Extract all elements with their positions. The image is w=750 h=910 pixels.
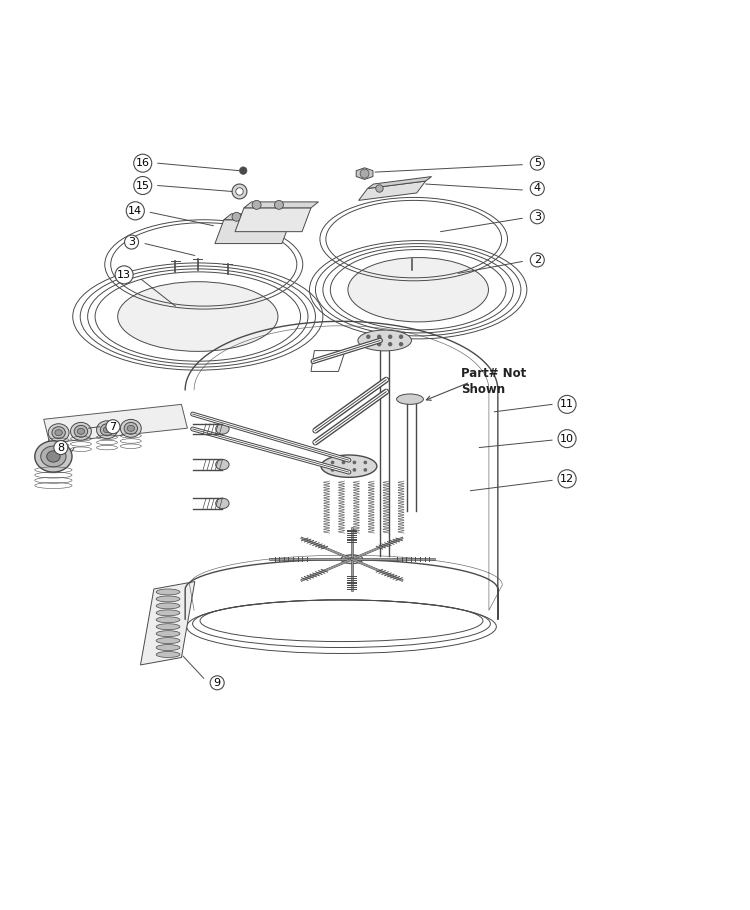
Ellipse shape bbox=[70, 422, 92, 440]
Ellipse shape bbox=[348, 258, 488, 322]
Ellipse shape bbox=[100, 424, 114, 436]
Ellipse shape bbox=[127, 425, 134, 431]
Circle shape bbox=[360, 169, 369, 178]
Ellipse shape bbox=[156, 631, 180, 637]
Polygon shape bbox=[244, 202, 319, 207]
Circle shape bbox=[236, 187, 243, 195]
Circle shape bbox=[376, 185, 383, 192]
Circle shape bbox=[366, 335, 370, 339]
Ellipse shape bbox=[156, 596, 180, 602]
Ellipse shape bbox=[118, 282, 278, 351]
Text: 5: 5 bbox=[534, 158, 541, 168]
Ellipse shape bbox=[216, 498, 229, 509]
Ellipse shape bbox=[216, 460, 229, 470]
Circle shape bbox=[252, 200, 261, 209]
Ellipse shape bbox=[156, 603, 180, 609]
Ellipse shape bbox=[156, 652, 180, 658]
Ellipse shape bbox=[46, 451, 60, 462]
Circle shape bbox=[254, 212, 263, 221]
Text: Part# Not
Shown: Part# Not Shown bbox=[461, 367, 526, 396]
Polygon shape bbox=[235, 207, 311, 232]
Ellipse shape bbox=[55, 430, 62, 436]
Ellipse shape bbox=[397, 394, 424, 404]
Ellipse shape bbox=[74, 425, 88, 438]
Polygon shape bbox=[140, 581, 195, 665]
Ellipse shape bbox=[52, 427, 65, 439]
Circle shape bbox=[364, 460, 368, 464]
Text: 7: 7 bbox=[110, 421, 116, 431]
Circle shape bbox=[364, 468, 368, 471]
Circle shape bbox=[377, 342, 382, 347]
Ellipse shape bbox=[156, 638, 180, 643]
Circle shape bbox=[377, 335, 382, 339]
Text: 11: 11 bbox=[560, 399, 574, 410]
Text: 15: 15 bbox=[136, 180, 150, 190]
Circle shape bbox=[399, 342, 404, 347]
Ellipse shape bbox=[97, 420, 118, 439]
Circle shape bbox=[331, 468, 334, 471]
Text: 4: 4 bbox=[534, 184, 541, 194]
Circle shape bbox=[341, 460, 345, 464]
Ellipse shape bbox=[121, 420, 141, 438]
Ellipse shape bbox=[124, 422, 137, 434]
Text: 16: 16 bbox=[136, 158, 150, 168]
Polygon shape bbox=[358, 181, 425, 200]
Circle shape bbox=[352, 460, 356, 464]
Circle shape bbox=[232, 212, 241, 221]
Circle shape bbox=[388, 335, 392, 339]
Text: 9: 9 bbox=[214, 678, 220, 688]
Polygon shape bbox=[368, 177, 431, 188]
Ellipse shape bbox=[156, 623, 180, 630]
Text: 14: 14 bbox=[128, 206, 142, 216]
Text: 3: 3 bbox=[534, 212, 541, 222]
Ellipse shape bbox=[34, 440, 72, 472]
Text: 8: 8 bbox=[57, 442, 64, 452]
Polygon shape bbox=[224, 214, 298, 219]
Ellipse shape bbox=[358, 330, 412, 351]
Polygon shape bbox=[44, 404, 188, 443]
Circle shape bbox=[388, 342, 392, 347]
Ellipse shape bbox=[321, 455, 376, 478]
Ellipse shape bbox=[104, 427, 111, 433]
Circle shape bbox=[352, 468, 356, 471]
Circle shape bbox=[274, 200, 284, 209]
Circle shape bbox=[341, 468, 345, 471]
Polygon shape bbox=[311, 350, 345, 371]
Ellipse shape bbox=[48, 424, 69, 441]
Circle shape bbox=[366, 342, 370, 347]
Ellipse shape bbox=[40, 446, 66, 467]
Ellipse shape bbox=[156, 589, 180, 595]
Polygon shape bbox=[356, 167, 373, 179]
Circle shape bbox=[399, 335, 404, 339]
Polygon shape bbox=[215, 219, 291, 244]
Text: 3: 3 bbox=[128, 238, 135, 248]
Ellipse shape bbox=[77, 429, 85, 434]
Circle shape bbox=[331, 460, 334, 464]
Circle shape bbox=[239, 167, 247, 175]
Text: 2: 2 bbox=[534, 255, 541, 265]
Ellipse shape bbox=[156, 644, 180, 651]
Ellipse shape bbox=[216, 424, 229, 434]
Circle shape bbox=[232, 184, 247, 199]
Text: 12: 12 bbox=[560, 474, 574, 484]
Text: 13: 13 bbox=[117, 270, 131, 280]
Ellipse shape bbox=[156, 610, 180, 616]
Ellipse shape bbox=[340, 555, 363, 563]
Ellipse shape bbox=[156, 617, 180, 622]
Text: 10: 10 bbox=[560, 434, 574, 443]
